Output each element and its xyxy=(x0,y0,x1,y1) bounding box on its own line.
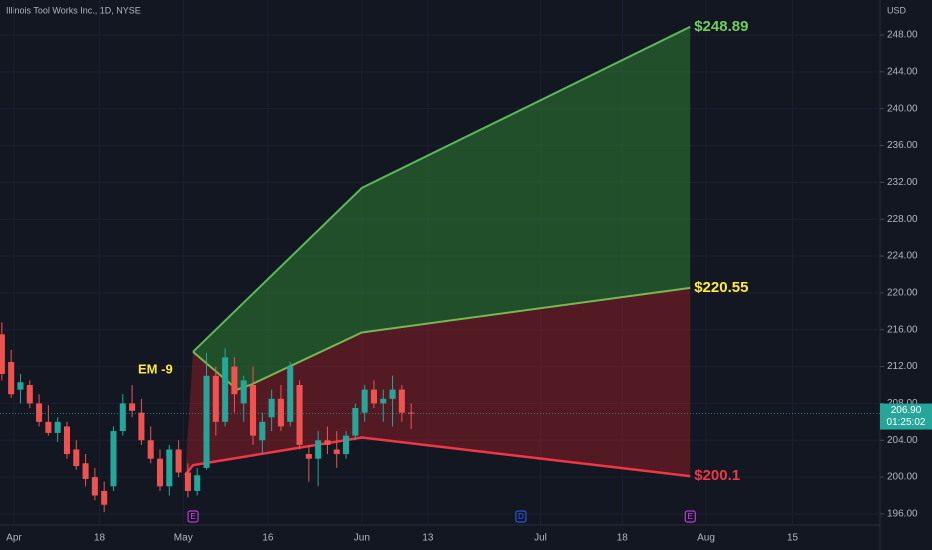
x-tick-label: Aug xyxy=(697,533,715,544)
candle-body xyxy=(268,398,275,418)
candle-body xyxy=(361,389,368,413)
y-tick-label: 196.00 xyxy=(887,509,918,520)
annotation: $200.1 xyxy=(694,467,740,484)
x-tick-label: 15 xyxy=(787,533,799,544)
candle-body xyxy=(36,403,43,422)
candle-body xyxy=(8,361,15,395)
candle-body xyxy=(305,454,312,459)
y-tick-label: 240.00 xyxy=(887,103,918,114)
currency: USD xyxy=(887,5,907,15)
event-marker xyxy=(187,510,199,523)
event-label: E xyxy=(190,512,195,521)
x-tick-label: Jun xyxy=(354,533,370,544)
candle-body xyxy=(17,382,24,390)
countdown: 01:25:02 xyxy=(887,417,926,428)
y-tick-label: 216.00 xyxy=(887,324,918,335)
x-tick-label: 13 xyxy=(422,533,434,544)
candle-body xyxy=(129,403,136,411)
candle-body xyxy=(184,472,191,491)
candle-body xyxy=(324,440,331,445)
candle-body xyxy=(54,421,61,433)
annotation: $220.55 xyxy=(694,279,748,296)
x-tick-label: 18 xyxy=(617,533,629,544)
candle-body xyxy=(333,449,340,455)
candle-body xyxy=(147,440,154,459)
y-tick-label: 204.00 xyxy=(887,435,918,446)
candle-body xyxy=(398,389,405,413)
last-price-label: 206.90 xyxy=(891,405,922,416)
candle-body xyxy=(63,426,70,455)
event-label: D xyxy=(518,512,524,521)
event-marker xyxy=(684,510,696,523)
candle-body xyxy=(203,375,210,468)
x-tick-label: 18 xyxy=(94,533,106,544)
y-tick-label: 248.00 xyxy=(887,30,918,41)
y-tick-label: 228.00 xyxy=(887,214,918,225)
candle-body xyxy=(166,449,173,487)
lower-band-fill xyxy=(185,287,691,477)
chart-title: Illinois Tool Works Inc., 1D, NYSE xyxy=(6,5,141,15)
candle-body xyxy=(277,398,284,427)
candle-body xyxy=(343,435,350,455)
event-marker xyxy=(515,510,527,523)
candle-body xyxy=(250,385,257,436)
band-line xyxy=(184,436,691,478)
candle-body xyxy=(156,458,164,487)
candle-body xyxy=(138,412,145,441)
x-tick-label: May xyxy=(174,533,193,544)
event-label: E xyxy=(688,512,693,521)
annotation: EM -9 xyxy=(138,362,173,377)
candle-body xyxy=(240,380,247,404)
candle-body xyxy=(287,366,294,422)
band-line xyxy=(192,25,691,353)
candle-body xyxy=(370,389,377,404)
x-tick-label: 16 xyxy=(262,533,274,544)
candle-body xyxy=(110,431,117,487)
candle-body xyxy=(315,440,322,459)
upper-band-fill xyxy=(193,26,691,390)
y-tick-label: 200.00 xyxy=(887,472,918,483)
y-tick-label: 224.00 xyxy=(887,251,918,262)
candle-body xyxy=(212,375,219,422)
candle-body xyxy=(380,398,387,404)
candle-body xyxy=(389,389,396,399)
y-tick-label: 232.00 xyxy=(887,177,918,188)
y-tick-label: 236.00 xyxy=(887,140,918,151)
candle-body xyxy=(231,366,238,395)
candle-body xyxy=(175,449,182,473)
candle-body xyxy=(296,385,303,445)
candle-body xyxy=(222,357,229,422)
candle-body xyxy=(73,449,80,467)
candle-body xyxy=(101,490,108,505)
x-tick-label: Apr xyxy=(6,533,22,544)
annotation: $248.89 xyxy=(694,18,748,35)
x-tick-label: Jul xyxy=(534,533,547,544)
candle-body xyxy=(194,475,201,491)
y-tick-label: 212.00 xyxy=(887,361,918,372)
candle-body xyxy=(119,403,126,432)
y-tick-label: 220.00 xyxy=(887,288,918,299)
candle-body xyxy=(26,385,33,404)
last-price-tag xyxy=(880,403,932,430)
y-tick-label: 244.00 xyxy=(887,66,918,77)
candle-body xyxy=(0,334,5,374)
candle-body xyxy=(352,408,359,436)
candle-body xyxy=(82,463,89,479)
candle-body xyxy=(45,421,52,433)
candle-body xyxy=(91,477,98,496)
candle-body xyxy=(259,421,266,441)
